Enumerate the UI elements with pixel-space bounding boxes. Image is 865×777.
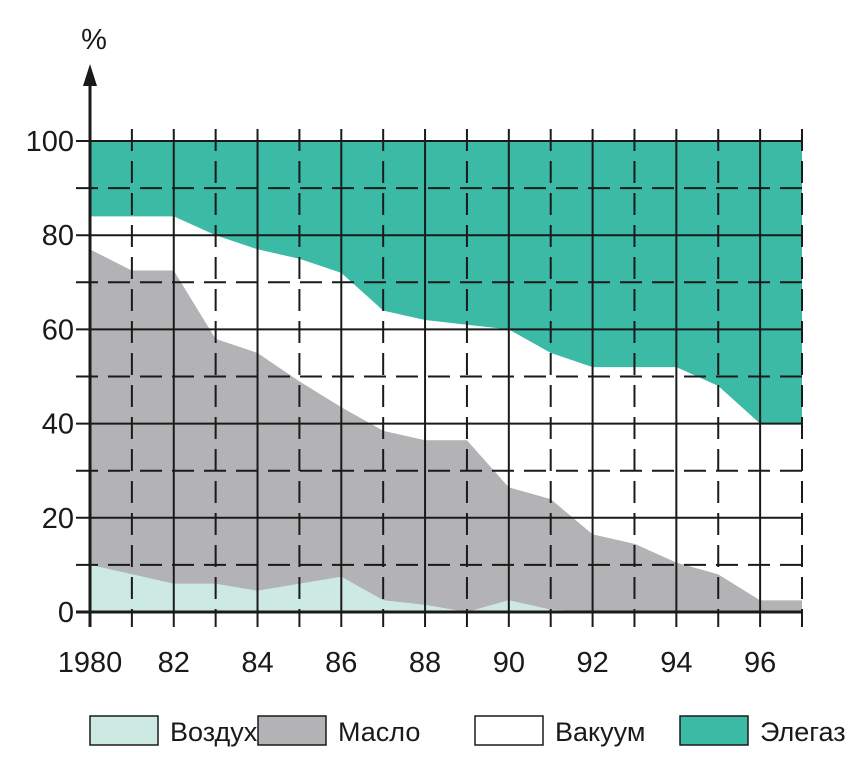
legend-label: Воздух <box>170 717 258 747</box>
x-tick-label: 96 <box>744 647 776 679</box>
x-tick-label: 82 <box>158 647 190 679</box>
area-2 <box>90 249 802 613</box>
x-tick-label: 94 <box>660 647 692 679</box>
x-tick-label: 84 <box>241 647 273 679</box>
y-tick-label: 0 <box>58 597 74 629</box>
x-tick-label: 86 <box>325 647 357 679</box>
grid-lines <box>76 129 803 627</box>
x-tick-label: 88 <box>409 647 441 679</box>
legend-label: Масло <box>338 717 420 747</box>
area-3 <box>90 216 802 601</box>
x-tick-label: 92 <box>576 647 608 679</box>
y-tick-label: 20 <box>42 503 74 535</box>
legend-swatch <box>474 715 544 746</box>
y-tick-label: 60 <box>42 314 74 346</box>
y-tick-label: 80 <box>42 220 74 252</box>
legend-swatch <box>257 715 327 746</box>
x-tick-label: 90 <box>493 647 525 679</box>
y-axis-arrow <box>83 64 97 86</box>
y-tick-label: 100 <box>26 126 74 158</box>
legend-swatch <box>679 715 749 746</box>
tick-labels: 0 20 40 60 80 100 1980 82 84 86 88 90 92 94 96% <box>26 24 777 679</box>
axes <box>76 64 802 627</box>
y-tick-label: 40 <box>42 409 74 441</box>
area-1 <box>90 564 802 612</box>
legend-label: Вакуум <box>555 717 645 747</box>
y-axis-unit-label: % <box>81 24 107 56</box>
legend: Воздух Масло Вакуум Элегаз <box>89 715 846 747</box>
legend-label: Элегаз <box>760 717 846 747</box>
legend-swatch <box>89 715 159 746</box>
x-tick-label: 1980 <box>58 647 123 679</box>
